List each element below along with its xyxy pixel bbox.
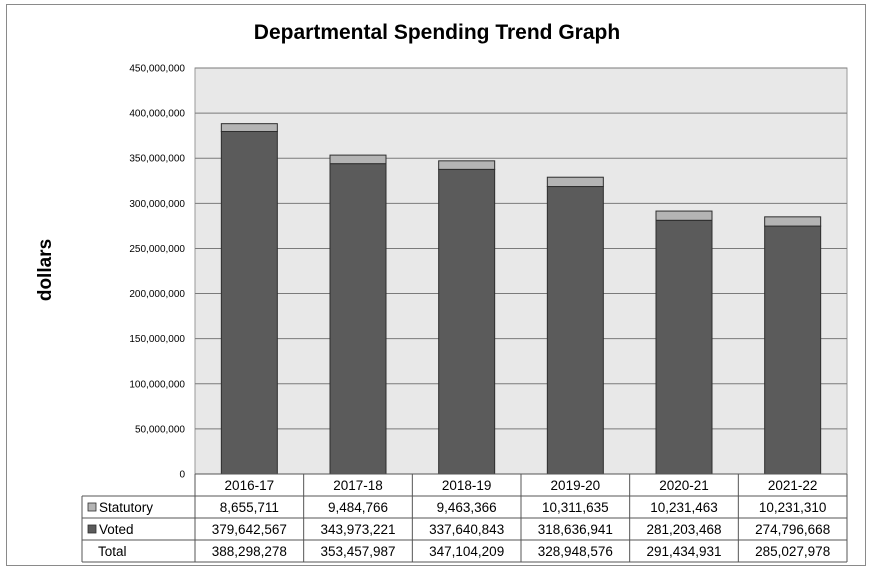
chart-frame: Departmental Spending Trend Graph dollar… [6, 4, 866, 566]
plot-background [194, 67, 848, 475]
bar-voted [546, 186, 604, 475]
bar-statutory [438, 160, 496, 170]
table-row-label: Statutory [99, 500, 153, 515]
x-tick-label: 2017-18 [333, 478, 383, 493]
bar-statutory [329, 154, 387, 165]
y-tick-label: 100,000,000 [129, 379, 185, 390]
x-tick-label: 2019-20 [551, 478, 601, 493]
table-value: 291,434,931 [646, 544, 721, 559]
bar-voted [655, 219, 713, 475]
y-tick-label: 150,000,000 [129, 334, 185, 345]
table-value: 328,948,576 [538, 544, 613, 559]
x-tick-label: 2020-21 [659, 478, 709, 493]
table-value: 337,640,843 [429, 522, 504, 537]
bar-voted [220, 130, 278, 475]
y-tick-label: 350,000,000 [129, 154, 185, 165]
x-tick-label: 2018-19 [442, 478, 492, 493]
bar-statutory [764, 216, 822, 227]
table-value: 9,463,366 [437, 500, 497, 515]
table-value: 8,655,711 [220, 500, 279, 515]
table-value: 318,636,941 [538, 522, 613, 537]
legend-swatch [87, 502, 97, 512]
plot-area: 0 50,000,000 100,000,000 150,000,000 200,000… [129, 64, 848, 481]
table-value: 10,231,463 [650, 500, 718, 515]
spending-chart: Departmental Spending Trend Graph dollar… [35, 21, 848, 563]
table-value: 274,796,668 [755, 522, 830, 537]
y-tick-label: 200,000,000 [129, 289, 185, 300]
bar-statutory [220, 123, 278, 132]
y-tick-label: 50,000,000 [135, 424, 185, 435]
table-value: 347,104,209 [429, 544, 504, 559]
table-row-label: Total [98, 544, 127, 559]
chart-title: Departmental Spending Trend Graph [254, 21, 620, 44]
table-value: 353,457,987 [320, 544, 395, 559]
table-value: 343,973,221 [320, 522, 395, 537]
data-table: 2016-17 2017-18 2018-19 2019-20 2020-21 2021-… [81, 473, 848, 563]
y-tick-label: 0 [179, 470, 185, 481]
table-value: 9,484,766 [328, 500, 388, 515]
bar-statutory [655, 210, 713, 221]
y-tick-label: 250,000,000 [129, 244, 185, 255]
bar-statutory [546, 176, 604, 188]
bar-voted [764, 225, 822, 475]
table-value: 285,027,978 [755, 544, 830, 559]
table-value: 388,298,278 [212, 544, 287, 559]
y-tick-label: 300,000,000 [129, 199, 185, 210]
y-tick-label: 400,000,000 [129, 109, 185, 120]
table-row-label: Voted [99, 522, 134, 537]
table-value: 281,203,468 [646, 522, 721, 537]
bar-voted [329, 163, 387, 475]
table-value: 379,642,567 [212, 522, 287, 537]
table-value: 10,231,310 [759, 500, 827, 515]
y-tick-label: 450,000,000 [129, 64, 185, 75]
table-value: 10,311,635 [542, 500, 609, 515]
x-tick-label: 2016-17 [225, 478, 275, 493]
y-axis-label: dollars [35, 239, 56, 301]
x-tick-label: 2021-22 [768, 478, 818, 493]
legend-swatch [87, 524, 97, 534]
bar-voted [438, 168, 496, 475]
